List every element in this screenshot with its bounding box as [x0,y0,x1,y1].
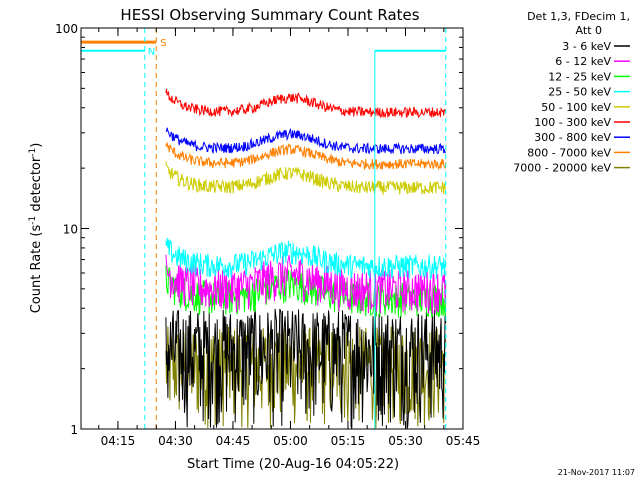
flag-layer [81,28,447,429]
legend-entry-label: 100 - 300 keV [534,116,611,129]
x-tick-label: 05:00 [273,434,308,448]
y-axis-label-sup1: -1 [28,216,38,225]
y-axis-label-sup2: -1 [28,148,38,157]
y-tick-label: 100 [55,22,78,36]
x-tick-label: 05:15 [331,434,366,448]
legend-entry-label: 25 - 50 keV [548,86,611,99]
saa-flag-label: S [160,38,166,49]
legend-header-line1: Det 1,3, FDecim 1, [527,10,630,23]
legend-entry-label: 6 - 12 keV [555,55,611,68]
x-tick-label: 05:45 [446,434,481,448]
chart-title: HESSI Observing Summary Count Rates [120,6,419,24]
series-line [165,308,447,429]
x-tick-label: 04:45 [216,434,251,448]
legend-entry-label: 7000 - 20000 keV [513,162,611,175]
y-axis-label: Count Rate (s-1 detector-1) [28,143,44,314]
legend-entry-label: 50 - 100 keV [541,101,611,114]
legend-header-line2: Att 0 [576,24,602,37]
night-flag-label: N [148,47,155,58]
y-axis-label-end: ) [29,143,44,148]
series-layer [165,88,447,429]
y-axis-label-mid: detector [29,156,44,216]
legend-entry-label: 800 - 7000 keV [527,146,611,159]
legend: Det 1,3, FDecim 1, Att 0 3 - 6 keV 6 - 12… [513,10,630,175]
x-tick-label: 04:15 [101,434,136,448]
x-tick-label: 04:30 [158,434,193,448]
y-axis-label-main: Count Rate (s [29,225,44,314]
series-line [165,142,447,171]
y-tick-label: 10 [63,223,78,237]
x-axis-label: Start Time (20-Aug-16 04:05:22) [187,457,399,472]
footer-timestamp: 21-Nov-2017 11:07 [558,468,635,477]
y-tick-label: 1 [70,423,78,437]
series-line [165,326,447,429]
series-line [165,265,447,318]
legend-entry-label: 12 - 25 keV [548,70,611,83]
legend-entry-label: 3 - 6 keV [562,40,611,53]
series-line [165,237,447,281]
series-line [165,161,447,195]
x-tick-label: 05:30 [388,434,423,448]
legend-entry-label: 300 - 800 keV [534,131,611,144]
series-line [165,127,446,155]
series-line [165,88,447,119]
